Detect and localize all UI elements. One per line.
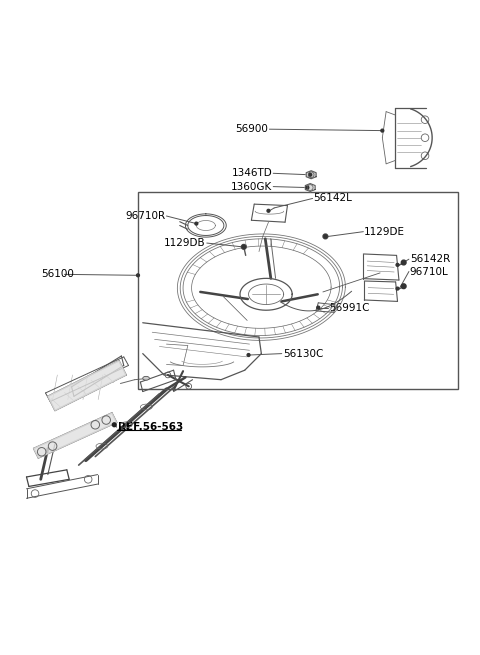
Text: 56900: 56900	[236, 124, 268, 134]
Text: 56142R: 56142R	[410, 254, 450, 264]
Polygon shape	[305, 183, 315, 191]
Text: 1129DE: 1129DE	[364, 227, 405, 236]
Circle shape	[247, 354, 250, 356]
Text: 96710L: 96710L	[410, 267, 449, 276]
Circle shape	[324, 235, 327, 238]
Text: 1360GK: 1360GK	[231, 181, 272, 192]
Polygon shape	[34, 413, 117, 458]
Circle shape	[242, 246, 245, 248]
Bar	[138, 193, 458, 389]
Circle shape	[112, 423, 116, 426]
Circle shape	[396, 263, 399, 267]
Text: 56991C: 56991C	[329, 303, 370, 312]
Ellipse shape	[143, 377, 149, 380]
Text: 1346TD: 1346TD	[231, 168, 272, 178]
Circle shape	[323, 234, 328, 239]
Circle shape	[401, 284, 406, 289]
Circle shape	[195, 222, 198, 225]
Text: 56130C: 56130C	[283, 348, 323, 358]
Text: 56142L: 56142L	[313, 193, 352, 204]
Circle shape	[267, 210, 270, 212]
Text: 1129DB: 1129DB	[164, 238, 206, 248]
Circle shape	[306, 186, 309, 189]
Circle shape	[401, 260, 406, 265]
Text: 56100: 56100	[42, 269, 74, 280]
Circle shape	[241, 244, 246, 249]
Circle shape	[396, 287, 399, 290]
Circle shape	[137, 274, 139, 276]
Text: 96710R: 96710R	[125, 211, 166, 221]
Polygon shape	[306, 171, 316, 179]
Polygon shape	[48, 361, 126, 411]
Circle shape	[381, 129, 384, 132]
Circle shape	[309, 174, 312, 176]
Text: REF.56-563: REF.56-563	[118, 422, 183, 432]
Circle shape	[317, 306, 320, 309]
